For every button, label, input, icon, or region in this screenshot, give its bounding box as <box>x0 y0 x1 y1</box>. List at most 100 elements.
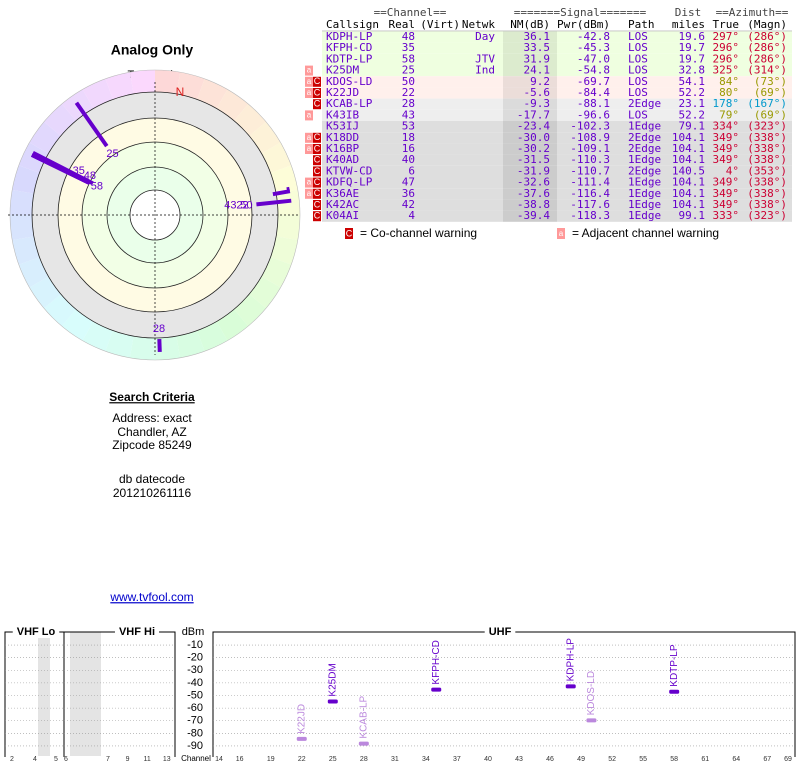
compass-ring <box>155 70 181 94</box>
x-tick-label: 14 <box>215 756 223 763</box>
cochannel-icon <box>313 177 321 188</box>
band-gap <box>38 632 50 756</box>
cell-nm: -30.0 <box>517 131 550 144</box>
cell-path: LOS <box>628 75 648 88</box>
compass-ring <box>197 321 228 352</box>
compass-ring <box>105 72 134 100</box>
cell-callsign: K04AI <box>326 209 359 222</box>
cell-callsign: KCAB-LP <box>326 97 373 110</box>
row-bg <box>322 188 792 200</box>
group-header: ==Azimuth== <box>716 6 789 19</box>
column-header: NM(dB) <box>510 18 550 31</box>
cell-dist: 104.1 <box>672 198 705 211</box>
cell-real: 18 <box>402 131 415 144</box>
cochannel-letter: C <box>346 228 353 238</box>
cell-pwr: -116.4 <box>570 187 610 200</box>
cell-true: 80° <box>719 86 739 99</box>
cell-callsign: KDPH-LP <box>326 30 373 43</box>
cell-real: 58 <box>402 52 415 65</box>
cell-true: 349° <box>713 131 740 144</box>
cell-magn: (314°) <box>747 64 787 77</box>
cell-dist: 23.1 <box>679 97 706 110</box>
cell-callsign: KDOS-LD <box>326 75 372 88</box>
cell-path: LOS <box>628 52 648 65</box>
x-tick-label: 6 <box>64 756 68 763</box>
cell-pwr: -54.8 <box>577 64 610 77</box>
x-tick-label: 46 <box>546 756 554 763</box>
nm-shade <box>503 210 557 222</box>
marker-label: 58 <box>91 181 103 193</box>
cochannel-icon <box>313 144 321 154</box>
cell-dist: 104.1 <box>672 176 705 189</box>
compass-ring <box>61 309 94 341</box>
cell-true: 79° <box>719 108 739 121</box>
cell-magn: (338°) <box>747 142 787 155</box>
band-gap <box>70 632 101 756</box>
signal-marker <box>74 101 109 148</box>
compass-ring <box>129 70 155 94</box>
row-bg <box>322 132 792 144</box>
x-tick-label: 31 <box>391 756 399 763</box>
x-tick-label: 40 <box>484 756 492 763</box>
compass-ring <box>82 321 113 352</box>
column-header: Callsign <box>326 18 379 31</box>
cell-path: 2Edge <box>628 164 661 177</box>
x-tick-label: 67 <box>763 756 771 763</box>
cell-nm: -30.2 <box>517 142 550 155</box>
column-header: (Virt) <box>420 18 460 31</box>
cell-magn: (69°) <box>754 108 787 121</box>
cochannel-letter: C <box>314 177 321 187</box>
cochannel-icon <box>313 76 321 87</box>
band-title-bg <box>12 626 60 638</box>
search-title: Search Criteria <box>109 390 195 404</box>
cell-true: 349° <box>713 142 740 155</box>
x-tick-label: 52 <box>608 756 616 763</box>
cochannel-icon <box>313 88 321 98</box>
cochannel-icon <box>313 166 321 177</box>
x-tick-label: 2 <box>10 756 14 763</box>
cell-pwr: -47.0 <box>577 52 610 65</box>
signal-bar <box>669 689 680 694</box>
site-link[interactable]: www.tvfool.com <box>109 590 193 604</box>
nm-shade <box>503 188 557 200</box>
nm-shade <box>503 76 557 88</box>
cell-nm: -38.8 <box>517 198 550 211</box>
datecode: 201210261116 <box>113 486 192 500</box>
x-tick-label: 34 <box>422 756 430 763</box>
row-bg <box>322 53 792 65</box>
nm-shade <box>503 165 557 177</box>
nm-shade <box>503 177 557 189</box>
column-header: Pwr(dBm) <box>557 18 610 31</box>
cell-nm: -31.9 <box>517 164 550 177</box>
cell-nm: -32.6 <box>517 176 550 189</box>
cell-pwr: -108.9 <box>570 131 610 144</box>
cell-netwk: Ind <box>475 64 495 77</box>
cochannel-letter: C <box>314 132 321 142</box>
cell-pwr: -84.4 <box>577 86 610 99</box>
station-label: K22JD <box>296 704 307 734</box>
cell-real: 22 <box>402 86 415 99</box>
nm-shade <box>503 143 557 155</box>
cell-real: 4 <box>408 209 415 222</box>
nm-shade <box>503 31 557 43</box>
x-tick-label: 7 <box>106 756 110 763</box>
cell-nm: 9.2 <box>530 75 550 88</box>
compass-ring <box>249 121 281 154</box>
signal-bar <box>565 684 576 689</box>
cell-callsign: K36AE <box>326 187 359 200</box>
cell-dist: 104.1 <box>672 153 705 166</box>
cell-netwk: JTV <box>475 52 495 65</box>
cell-pwr: -111.4 <box>570 176 610 189</box>
cell-true: 296° <box>713 52 740 65</box>
radar-title: Analog Only <box>111 42 194 58</box>
cell-nm: -37.6 <box>517 187 550 200</box>
compass-ring <box>82 78 113 109</box>
adjacent-icon <box>305 110 313 121</box>
cell-path: 1Edge <box>628 153 661 166</box>
y-tick-label: -90 <box>187 740 203 752</box>
x-tick-label: 22 <box>298 756 306 763</box>
search-line: Chandler, AZ <box>117 425 186 439</box>
cell-real: 28 <box>402 97 415 110</box>
station-label: KDTP-LP <box>669 644 680 687</box>
